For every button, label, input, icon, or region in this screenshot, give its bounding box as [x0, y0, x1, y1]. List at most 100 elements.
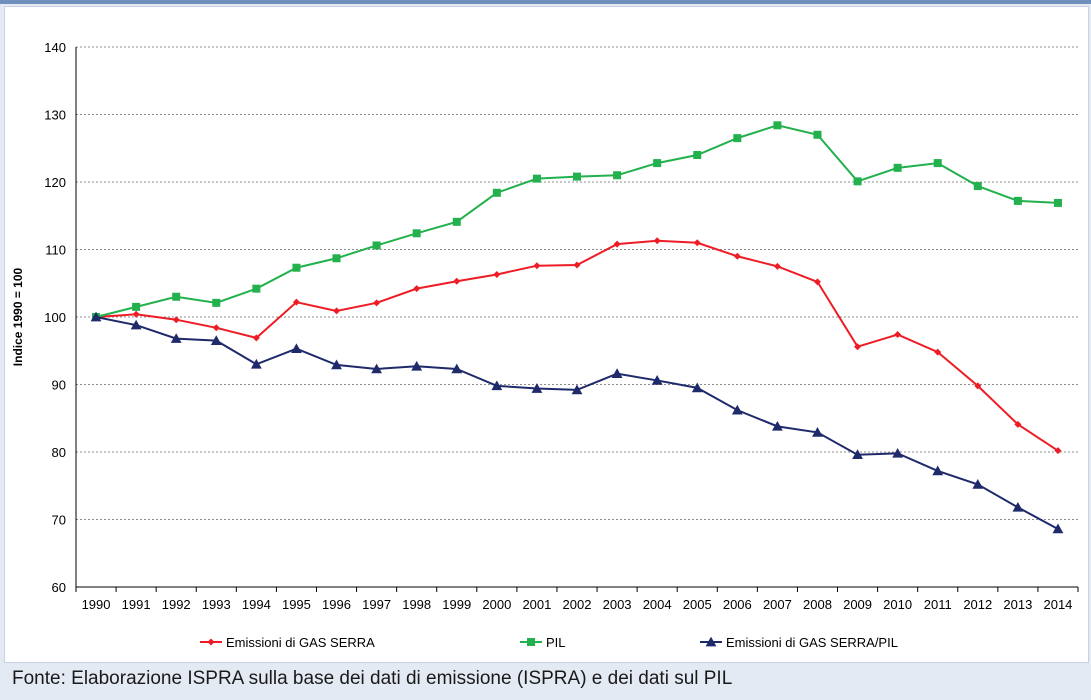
series-2-point-2002: [573, 172, 581, 181]
x-tick-label-1990: 1990: [82, 597, 111, 612]
legend-marker-1: [207, 638, 215, 646]
series-1-point-2013: [1014, 420, 1022, 428]
series-3-point-2008: [812, 427, 823, 437]
series-3-point-2009: [852, 449, 863, 460]
chart-panel: [4, 6, 1089, 663]
series-3-point-2010: [892, 447, 904, 458]
series-1-point-1991: [132, 310, 140, 318]
legend-label-3: Emissioni di GAS SERRA/PIL: [726, 635, 898, 650]
top-border: [0, 0, 1091, 4]
series-2-point-1997: [372, 241, 381, 250]
y-tick-label-120: 120: [44, 175, 66, 190]
x-tick-label-2013: 2013: [1003, 597, 1032, 612]
series-1-point-2012: [974, 382, 982, 390]
series-3-point-2005: [691, 382, 703, 393]
x-tick-label-1998: 1998: [402, 597, 431, 612]
source-note: Fonte: Elaborazione ISPRA sulla base dei…: [12, 668, 733, 689]
series-1-point-2008: [813, 278, 821, 286]
y-tick-label-110: 110: [45, 243, 66, 258]
series-1-point-2000: [493, 270, 501, 278]
series-3-point-2001: [531, 383, 543, 393]
x-tick-label-2014: 2014: [1043, 597, 1072, 612]
legend-label-2: PIL: [546, 635, 566, 650]
x-tick-label-2000: 2000: [482, 597, 511, 612]
series-3-point-1994: [250, 358, 262, 369]
series-1-point-2009: [854, 343, 862, 351]
series-3-point-1993: [210, 335, 222, 345]
y-tick-label-130: 130: [44, 108, 66, 123]
series-1-point-2011: [934, 348, 942, 356]
series-2-point-1998: [412, 229, 421, 238]
series-3-point-2011: [932, 465, 944, 476]
series-3-point-1990: [90, 311, 102, 322]
series-2-point-1993: [212, 298, 221, 307]
x-tick-label-1996: 1996: [322, 597, 351, 612]
series-2-point-2004: [653, 159, 662, 168]
legend-marker-3: [705, 636, 717, 647]
series-2-line: [95, 124, 1059, 318]
series-2-point-2001: [532, 174, 541, 183]
y-tick-label-70: 70: [52, 513, 66, 528]
series-2-point-1991: [132, 302, 141, 311]
x-tick-label-2012: 2012: [963, 597, 992, 612]
series-3-point-1992: [170, 333, 182, 343]
y-tick-label-140: 140: [44, 40, 66, 55]
series-1-point-1994: [252, 334, 260, 342]
y-tick-label-100: 100: [44, 310, 66, 325]
series-2-point-2000: [492, 188, 501, 197]
series-3-point-2004: [651, 375, 663, 385]
series-1-point-1997: [373, 299, 381, 307]
series-3-point-2000: [491, 380, 503, 391]
series-1-point-2001: [533, 262, 541, 270]
x-tick-label-2006: 2006: [723, 597, 752, 612]
x-tick-label-1999: 1999: [442, 597, 471, 612]
series-1-point-2004: [653, 237, 661, 245]
series-1-line: [95, 239, 1059, 452]
x-tick-label-1995: 1995: [282, 597, 311, 612]
series-2-point-2006: [733, 134, 742, 143]
series-1-point-2003: [613, 240, 621, 248]
series-1-point-1992: [172, 316, 180, 324]
y-tick-label-60: 60: [52, 580, 66, 595]
series-1-point-1996: [333, 307, 341, 315]
series-1-point-1998: [413, 285, 421, 293]
series-2-point-2010: [893, 163, 902, 172]
legend-label-1: Emissioni di GAS SERRA: [226, 635, 375, 650]
series-3-point-1996: [331, 359, 342, 370]
x-tick-label-2011: 2011: [924, 597, 952, 612]
series-1-point-2002: [573, 261, 581, 269]
y-tick-label-90: 90: [52, 378, 66, 393]
series-1-point-2010: [894, 331, 902, 339]
x-tick-label-1992: 1992: [162, 597, 191, 612]
x-tick-label-1991: 1991: [122, 597, 151, 612]
y-axis-label: Indice 1990 = 100: [11, 267, 25, 366]
x-tick-label-2008: 2008: [803, 597, 832, 612]
series-3-point-2012: [972, 479, 984, 489]
series-2-point-2008: [813, 130, 822, 139]
x-tick-label-2002: 2002: [563, 597, 592, 612]
x-tick-label-2010: 2010: [883, 597, 912, 612]
series-3-point-1995: [291, 343, 302, 354]
series-2-point-2009: [853, 177, 862, 186]
legend-marker-2: [527, 638, 535, 646]
series-1-point-1999: [453, 277, 461, 285]
series-3-point-2002: [571, 384, 583, 395]
series-2-point-2011: [933, 159, 942, 168]
series-3-point-2013: [1012, 501, 1024, 512]
series-2-point-2014: [1053, 198, 1062, 207]
series-2-point-2005: [693, 151, 702, 159]
series-3-point-2006: [731, 404, 743, 415]
series-1-point-1995: [292, 298, 300, 306]
series-1-point-2007: [773, 262, 781, 270]
series-1-point-1993: [212, 324, 220, 332]
series-2-point-1995: [292, 263, 301, 272]
x-tick-label-2009: 2009: [843, 597, 872, 612]
line-chart: 60 70 80 90 100 110 120 130 140 1990 1991 1992 1993 1…: [11, 40, 1079, 650]
x-tick-label-2001: 2001: [522, 597, 551, 612]
x-tick-label-1997: 1997: [362, 597, 391, 612]
series-3-point-1999: [451, 363, 463, 374]
series-3-point-1991: [130, 319, 142, 330]
series-2-point-1999: [452, 217, 461, 226]
series-2-point-2013: [1013, 196, 1022, 205]
